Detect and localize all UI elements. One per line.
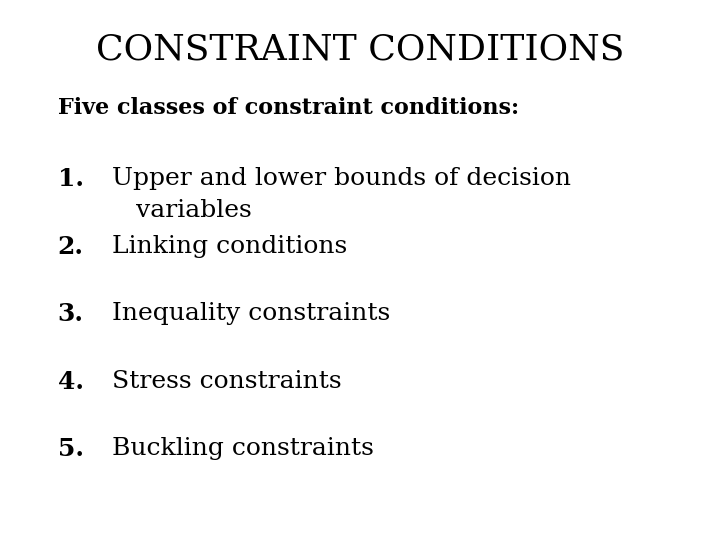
Text: 2.: 2.	[58, 235, 84, 259]
Text: Five classes of constraint conditions:: Five classes of constraint conditions:	[58, 97, 518, 119]
Text: CONSTRAINT CONDITIONS: CONSTRAINT CONDITIONS	[96, 32, 624, 66]
Text: Upper and lower bounds of decision: Upper and lower bounds of decision	[112, 167, 571, 191]
Text: 5.: 5.	[58, 437, 84, 461]
Text: variables: variables	[112, 199, 251, 222]
Text: Stress constraints: Stress constraints	[112, 370, 341, 393]
Text: 4.: 4.	[58, 370, 84, 394]
Text: 1.: 1.	[58, 167, 84, 191]
Text: 3.: 3.	[58, 302, 84, 326]
Text: Inequality constraints: Inequality constraints	[112, 302, 390, 326]
Text: Linking conditions: Linking conditions	[112, 235, 347, 258]
Text: Buckling constraints: Buckling constraints	[112, 437, 374, 461]
